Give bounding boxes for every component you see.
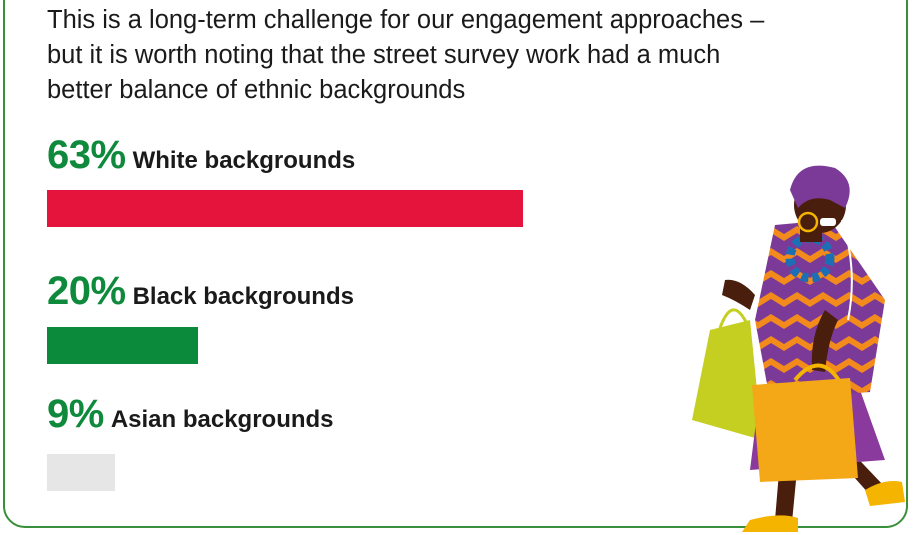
stat-black: 20% Black backgrounds (47, 269, 354, 314)
stat-black-percent: 20% (47, 269, 126, 313)
bar-white (47, 190, 523, 227)
intro-paragraph: This is a long-term challenge for our en… (47, 6, 765, 104)
panel-border (3, 0, 908, 528)
stat-asian: 9% Asian backgrounds (47, 392, 334, 437)
stat-black-label: Black backgrounds (132, 283, 354, 310)
stat-white-label: White backgrounds (132, 147, 356, 174)
stat-asian-percent: 9% (47, 392, 104, 436)
bar-asian (47, 454, 115, 491)
stat-white: 63% White backgrounds (47, 133, 355, 178)
stat-white-percent: 63% (47, 133, 126, 177)
stat-asian-label: Asian backgrounds (110, 406, 334, 433)
bar-black (47, 327, 198, 364)
shopper-illustration (692, 165, 905, 532)
